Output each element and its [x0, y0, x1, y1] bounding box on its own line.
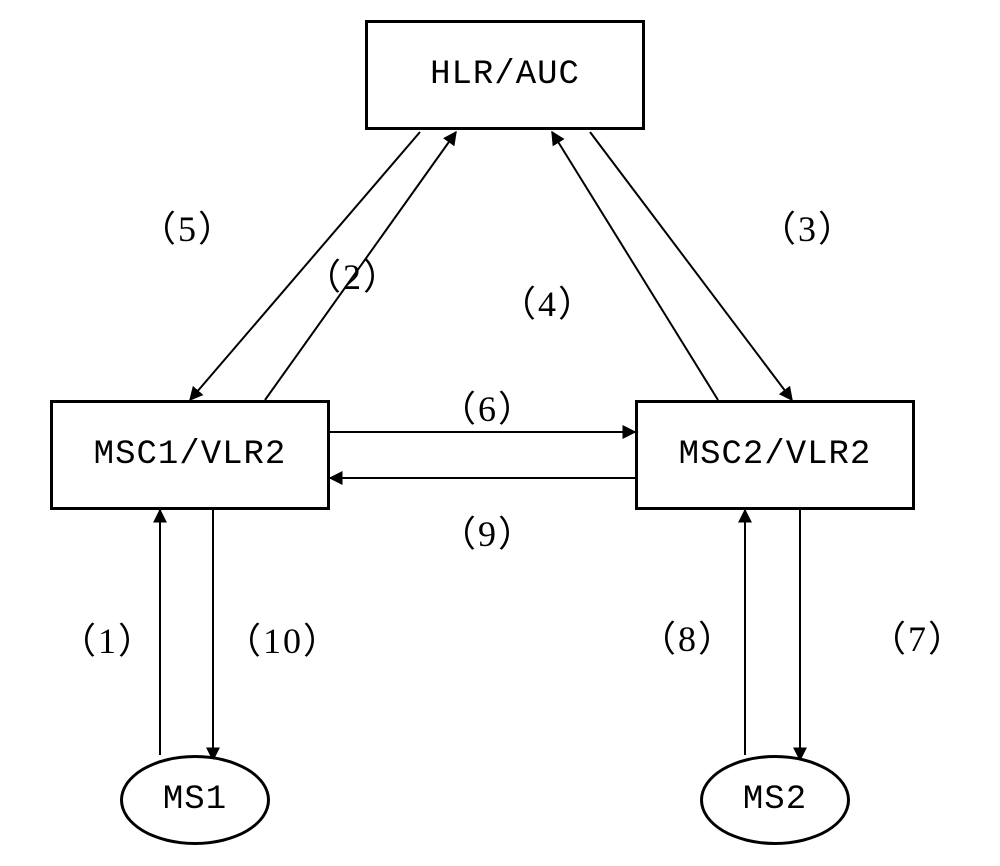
- node-ms2-label: MS2: [743, 781, 807, 819]
- edge-label-3: （3）: [760, 200, 856, 252]
- node-msc1-vlr2: MSC1/VLR2: [50, 400, 330, 510]
- node-hlr-auc: HLR/AUC: [365, 20, 645, 130]
- node-msc2-vlr2: MSC2/VLR2: [635, 400, 915, 510]
- edge-label-2: （2）: [305, 248, 401, 300]
- edge-label-7: （7）: [870, 610, 966, 662]
- edge-label-8: （8）: [640, 610, 736, 662]
- edge-label-6: （6）: [440, 380, 536, 432]
- node-hlr-auc-label: HLR/AUC: [430, 56, 580, 94]
- node-msc1-vlr2-label: MSC1/VLR2: [94, 436, 287, 474]
- node-ms1-label: MS1: [163, 781, 227, 819]
- edge-label-5: （5）: [140, 200, 236, 252]
- edge-e4: [552, 132, 718, 400]
- node-ms2: MS2: [700, 755, 850, 845]
- node-msc2-vlr2-label: MSC2/VLR2: [679, 436, 872, 474]
- edge-label-4: （4）: [500, 275, 596, 327]
- edge-e3: [590, 132, 792, 400]
- edge-label-1: （1）: [60, 612, 156, 664]
- edge-label-10: （10）: [225, 612, 341, 664]
- edge-label-9: （9）: [440, 505, 536, 557]
- diagram-canvas: HLR/AUC MSC1/VLR2 MSC2/VLR2 MS1 MS2 （1） …: [0, 0, 1000, 866]
- node-ms1: MS1: [120, 755, 270, 845]
